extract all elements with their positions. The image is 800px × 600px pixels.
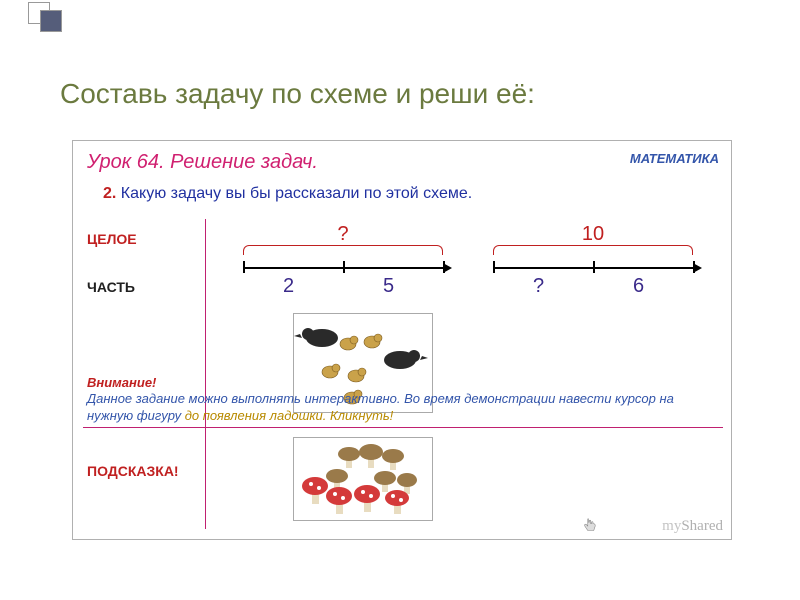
tick xyxy=(343,261,345,273)
bracket-icon xyxy=(493,245,693,255)
label-whole: ЦЕЛОЕ xyxy=(87,231,137,247)
hand-cursor-icon xyxy=(579,517,601,535)
nl2-right: 6 xyxy=(633,275,644,298)
tick xyxy=(243,261,245,273)
task-number: 2. xyxy=(103,185,116,202)
nl2-top: 10 xyxy=(493,223,693,246)
subject-label: МАТЕМАТИКА xyxy=(630,151,719,166)
nl1-right: 5 xyxy=(383,275,394,298)
attention-body: Данное задание можно выполнять интеракти… xyxy=(87,391,717,425)
number-line-2: 10 ? 6 xyxy=(493,233,693,303)
bracket-icon xyxy=(243,245,443,255)
slide-title: Составь задачу по схеме и реши её: xyxy=(60,78,535,110)
nl1-left: 2 xyxy=(283,275,294,298)
label-hint: ПОДСКАЗКА! xyxy=(87,463,179,479)
number-line-1: ? 2 5 xyxy=(243,233,443,303)
corner-decoration xyxy=(0,0,140,30)
watermark-prefix: my xyxy=(662,518,681,534)
grid-vertical xyxy=(205,219,206,529)
watermark: myShared xyxy=(662,518,723,535)
attention-title: Внимание! xyxy=(87,375,156,390)
lesson-title: Урок 64. Решение задач. xyxy=(87,151,318,174)
label-part: ЧАСТЬ xyxy=(87,279,135,295)
attention-gold: до появления ладошки. Кликнуть! xyxy=(185,408,394,423)
grid-horizontal xyxy=(83,427,723,428)
arrow-right-icon xyxy=(693,263,702,273)
arrow-right-icon xyxy=(443,263,452,273)
deco-square-dark xyxy=(40,10,62,32)
tick xyxy=(593,261,595,273)
task-line: 2. Какую задачу вы бы рассказали по этой… xyxy=(103,185,472,203)
task-text: Какую задачу вы бы рассказали по этой сх… xyxy=(121,185,472,202)
mushrooms-svg xyxy=(294,438,434,522)
nl1-top: ? xyxy=(243,223,443,246)
mushrooms-illustration[interactable] xyxy=(293,437,433,521)
embedded-slide: Урок 64. Решение задач. МАТЕМАТИКА 2. Ка… xyxy=(72,140,732,540)
watermark-suffix: Shared xyxy=(681,518,723,534)
nl2-left: ? xyxy=(533,275,544,298)
tick xyxy=(493,261,495,273)
